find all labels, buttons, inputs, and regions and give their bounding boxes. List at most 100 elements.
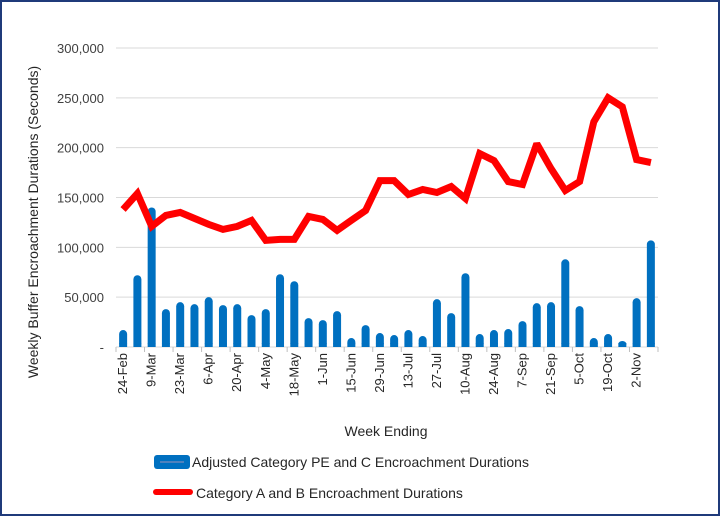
x-tick-label: 20-Apr — [229, 352, 244, 392]
y-axis-ticks: - 50,000 100,000 150,000 200,000 250,000 300,0… — [57, 41, 104, 355]
bar[interactable] — [119, 330, 128, 347]
x-tick-label: 23-Mar — [172, 352, 187, 394]
gridlines — [116, 47, 658, 348]
x-tick-label: 29-Jun — [372, 353, 387, 393]
bar-base — [461, 343, 470, 347]
x-tick-label: 9-Mar — [144, 352, 159, 387]
bar-base — [589, 343, 598, 347]
bar-base — [133, 343, 142, 347]
bar[interactable] — [304, 318, 313, 347]
y-tick-label: 150,000 — [57, 191, 104, 206]
bar-base — [218, 343, 227, 347]
bar[interactable] — [204, 297, 213, 347]
bar-series — [119, 207, 655, 347]
bar[interactable] — [575, 306, 584, 347]
bar-base — [204, 343, 213, 347]
bar-base — [547, 343, 556, 347]
x-tick-label: 13-Jul — [400, 353, 415, 389]
bar-base — [432, 343, 441, 347]
legend-item-bars[interactable]: Adjusted Category PE and C Encroachment … — [154, 454, 529, 470]
bar[interactable] — [261, 309, 270, 347]
x-tick-label: 1-Jun — [315, 353, 330, 386]
bar[interactable] — [218, 305, 227, 347]
bar[interactable] — [318, 320, 327, 347]
bar-base — [147, 343, 156, 347]
bar[interactable] — [504, 329, 513, 347]
x-tick-label: 7-Sep — [515, 353, 530, 388]
y-tick-label: 100,000 — [57, 240, 104, 255]
bar-base — [233, 343, 242, 347]
y-axis-title: Weekly Buffer Encroachment Durations (Se… — [25, 66, 41, 378]
x-tick-label: 2-Nov — [629, 353, 644, 388]
x-tick-label: 27-Jul — [429, 353, 444, 389]
bar-base — [604, 343, 613, 347]
bar-base — [190, 343, 199, 347]
x-axis-title: Week Ending — [344, 423, 427, 439]
bar-base — [561, 343, 570, 347]
x-tick-label: 18-May — [286, 353, 301, 397]
bar-base — [447, 343, 456, 347]
bar[interactable] — [547, 302, 556, 347]
bar-base — [176, 343, 185, 347]
x-tick-label: 6-Apr — [201, 352, 216, 384]
bar-base — [361, 343, 370, 347]
bar[interactable] — [133, 275, 142, 347]
y-tick-label: 50,000 — [64, 290, 104, 305]
x-tick-label: 15-Jun — [343, 353, 358, 393]
bar-base — [318, 343, 327, 347]
x-tick-label: 19-Oct — [600, 353, 615, 392]
bar-base — [575, 343, 584, 347]
bar[interactable] — [276, 274, 285, 347]
bar[interactable] — [333, 311, 342, 347]
bar-base — [518, 343, 527, 347]
bar[interactable] — [532, 303, 541, 347]
bar-base — [304, 343, 313, 347]
x-axis-ticks: 24-Feb 9-Mar 23-Mar 6-Apr 20-Apr 4-May 18-May 1… — [115, 347, 659, 397]
x-tick-label: 24-Aug — [486, 353, 501, 395]
line-series — [120, 92, 652, 245]
bar[interactable] — [632, 298, 641, 347]
line-series-path[interactable] — [120, 92, 652, 245]
bar-base — [161, 343, 170, 347]
bar[interactable] — [404, 330, 413, 347]
bar-base — [504, 343, 513, 347]
x-tick-label: 24-Feb — [115, 353, 130, 394]
legend-label-line: Category A and B Encroachment Durations — [196, 485, 463, 501]
bar[interactable] — [561, 259, 570, 347]
bar[interactable] — [247, 315, 256, 347]
bar-base — [475, 343, 484, 347]
bar[interactable] — [176, 302, 185, 347]
bar[interactable] — [646, 240, 655, 347]
bar-base — [489, 343, 498, 347]
x-tick-label: 5-Oct — [572, 353, 587, 385]
bar-base — [119, 343, 128, 347]
bar-base — [646, 343, 655, 347]
bar-base — [247, 343, 256, 347]
bar[interactable] — [147, 207, 156, 347]
bar-base — [532, 343, 541, 347]
bar-base — [618, 343, 627, 347]
bar[interactable] — [361, 325, 370, 347]
y-tick-label: 200,000 — [57, 141, 104, 156]
bar-base — [390, 343, 399, 347]
bar-base — [404, 343, 413, 347]
bar-base — [347, 343, 356, 347]
legend-label-bars: Adjusted Category PE and C Encroachment … — [192, 454, 529, 470]
bar-base — [290, 343, 299, 347]
bar[interactable] — [447, 313, 456, 347]
bar[interactable] — [518, 321, 527, 347]
bar[interactable] — [190, 304, 199, 347]
x-tick-label: 4-May — [258, 353, 273, 390]
bar[interactable] — [432, 299, 441, 347]
bar-base — [418, 343, 427, 347]
bar-base — [632, 343, 641, 347]
bar[interactable] — [461, 273, 470, 347]
bar[interactable] — [233, 304, 242, 347]
legend: Adjusted Category PE and C Encroachment … — [153, 454, 529, 501]
bar[interactable] — [161, 309, 170, 347]
bar[interactable] — [290, 281, 299, 347]
legend-item-line[interactable]: Category A and B Encroachment Durations — [153, 485, 463, 501]
bar[interactable] — [489, 330, 498, 347]
x-tick-label: 21-Sep — [543, 353, 558, 395]
